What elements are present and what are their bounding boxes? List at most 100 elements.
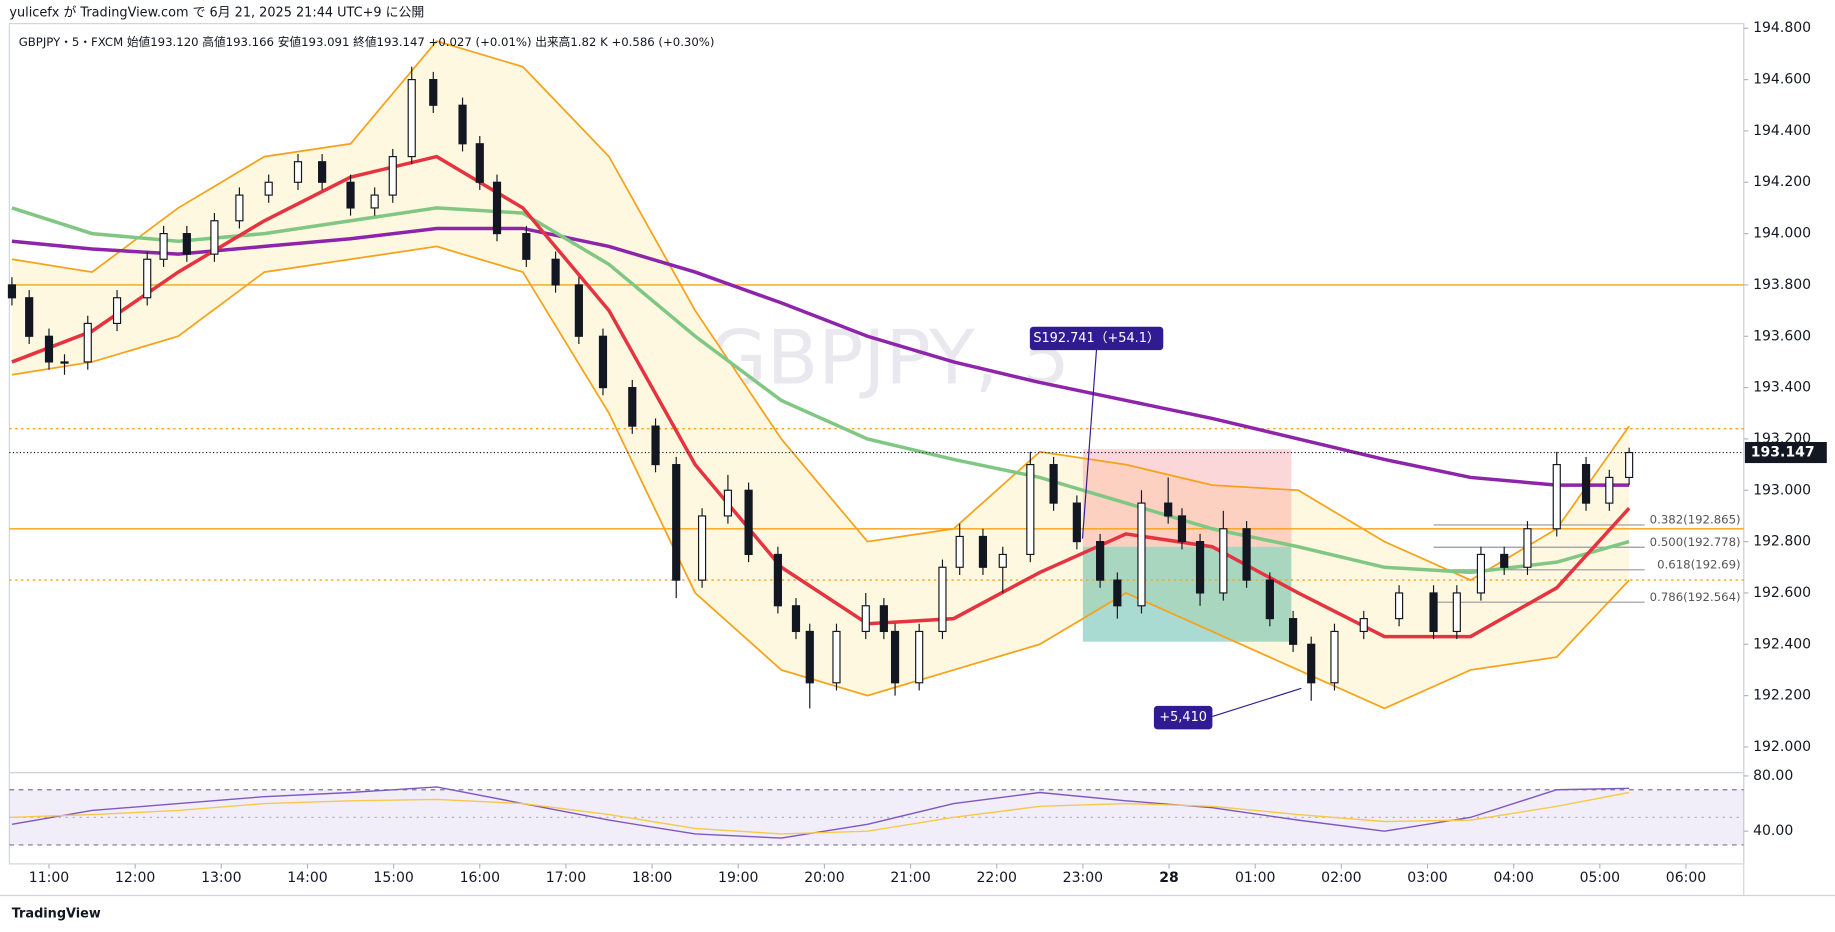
candle-body: [791, 605, 801, 633]
candle-body: [1523, 528, 1532, 568]
annotation-text: +5,410: [1159, 710, 1207, 725]
candle-body: [1429, 592, 1438, 633]
rsi-y-tick-label: 80.00: [1753, 768, 1793, 784]
position-loss-zone: [1082, 449, 1292, 547]
candle-body: [318, 161, 327, 183]
indicator-line: [11, 245, 1630, 710]
candle-body: [346, 181, 355, 209]
annotation-text: S192.741（+54.1）: [1033, 331, 1159, 346]
x-tick-label: 04:00: [1493, 870, 1533, 886]
publish-info: yulicefx が TradingView.com で 6月 21, 2025…: [9, 6, 424, 21]
candle-body: [1394, 592, 1404, 620]
candle-body: [651, 425, 660, 466]
candle-body: [1330, 630, 1339, 684]
candle-body: [475, 143, 484, 183]
fib-label: 0.786(192.564): [1650, 590, 1741, 604]
candle-body: [1195, 541, 1205, 594]
y-tick-label: 194.600: [1753, 72, 1811, 88]
x-tick-label: 12:00: [115, 870, 155, 886]
candle-body: [429, 79, 438, 106]
rsi-line: [11, 791, 1630, 835]
x-tick-label: 01:00: [1235, 870, 1275, 886]
x-tick-label: 20:00: [804, 870, 844, 886]
candle-body: [1625, 451, 1634, 479]
candle-body: [1072, 502, 1081, 543]
candle-body: [112, 297, 122, 325]
indicator-line: [11, 154, 1631, 639]
x-tick-label: 22:00: [977, 870, 1017, 886]
y-tick-label: 194.200: [1753, 174, 1811, 190]
candle-body: [1242, 528, 1251, 581]
candle-body: [978, 535, 988, 568]
candle-body: [1164, 502, 1173, 517]
candle-body: [159, 233, 168, 260]
candle-body: [264, 181, 273, 196]
candle-body: [574, 284, 583, 337]
x-tick-label: 21:00: [890, 870, 930, 886]
candle-body: [143, 258, 152, 299]
x-tick-label: 19:00: [718, 870, 758, 886]
candle-body: [458, 104, 467, 145]
x-tick-label: 14:00: [287, 870, 327, 886]
candle-body: [938, 566, 947, 633]
fib-label: 0.382(192.865): [1650, 513, 1741, 527]
candle-body: [861, 605, 870, 633]
y-tick-label: 192.400: [1753, 636, 1811, 652]
watermark: GBPJPY, 5: [709, 314, 1070, 402]
x-tick-label: 28: [1159, 870, 1179, 886]
candle-body: [915, 630, 924, 684]
candle-body: [1265, 579, 1274, 620]
candle-body: [890, 630, 900, 684]
y-tick-label: 193.600: [1753, 328, 1811, 344]
candle-body: [235, 194, 244, 222]
candle-body: [44, 335, 54, 363]
candle-body: [1552, 464, 1561, 530]
indicator-line: [11, 226, 1630, 487]
candle-body: [1289, 618, 1298, 645]
fib-label: 0.618(192.69): [1657, 558, 1740, 572]
candle-body: [7, 284, 17, 299]
candle-body: [998, 553, 1007, 568]
x-tick-label: 11:00: [29, 870, 69, 886]
legend-text: GBPJPY・5・FXCM 始値193.120 高値193.166 安値193.…: [19, 35, 715, 49]
candle-body: [60, 361, 69, 364]
annotation-box: [1029, 326, 1164, 351]
candle-body: [1500, 553, 1509, 568]
candle-body: [293, 161, 303, 183]
candle-body: [1219, 528, 1228, 594]
x-tick-label: 06:00: [1666, 870, 1706, 886]
annotation-pointer: [1212, 687, 1302, 717]
candle-body: [955, 535, 964, 568]
x-tick-label: 18:00: [632, 870, 672, 886]
y-tick-label: 194.000: [1753, 226, 1811, 242]
candle-body: [1476, 553, 1486, 594]
candle-body: [370, 194, 379, 209]
candle-body: [773, 553, 782, 607]
y-tick-label: 193.400: [1753, 380, 1811, 396]
candle-body: [388, 156, 397, 196]
candle-body: [83, 322, 92, 363]
y-tick-label: 192.800: [1753, 534, 1811, 550]
current-price-label: 193.147: [1751, 445, 1815, 461]
candle-body: [1581, 464, 1591, 504]
current-price-box: [1744, 442, 1827, 464]
x-tick-label: 17:00: [546, 870, 586, 886]
y-tick-label: 193.800: [1753, 277, 1811, 293]
candle-body: [672, 464, 681, 581]
candle-body: [492, 181, 502, 235]
x-tick-label: 16:00: [460, 870, 500, 886]
candle-body: [182, 233, 191, 255]
candle-body: [832, 630, 841, 684]
candle-body: [1049, 464, 1058, 504]
candle-body: [25, 297, 34, 337]
candle-body: [628, 387, 637, 427]
candle-body: [723, 489, 733, 517]
candle-body: [1452, 592, 1461, 633]
y-tick-label: 192.000: [1753, 739, 1811, 755]
candle-body: [1026, 464, 1035, 556]
candle-body: [522, 233, 531, 260]
y-tick-label: 193.000: [1753, 482, 1811, 498]
candle-body: [805, 630, 814, 684]
